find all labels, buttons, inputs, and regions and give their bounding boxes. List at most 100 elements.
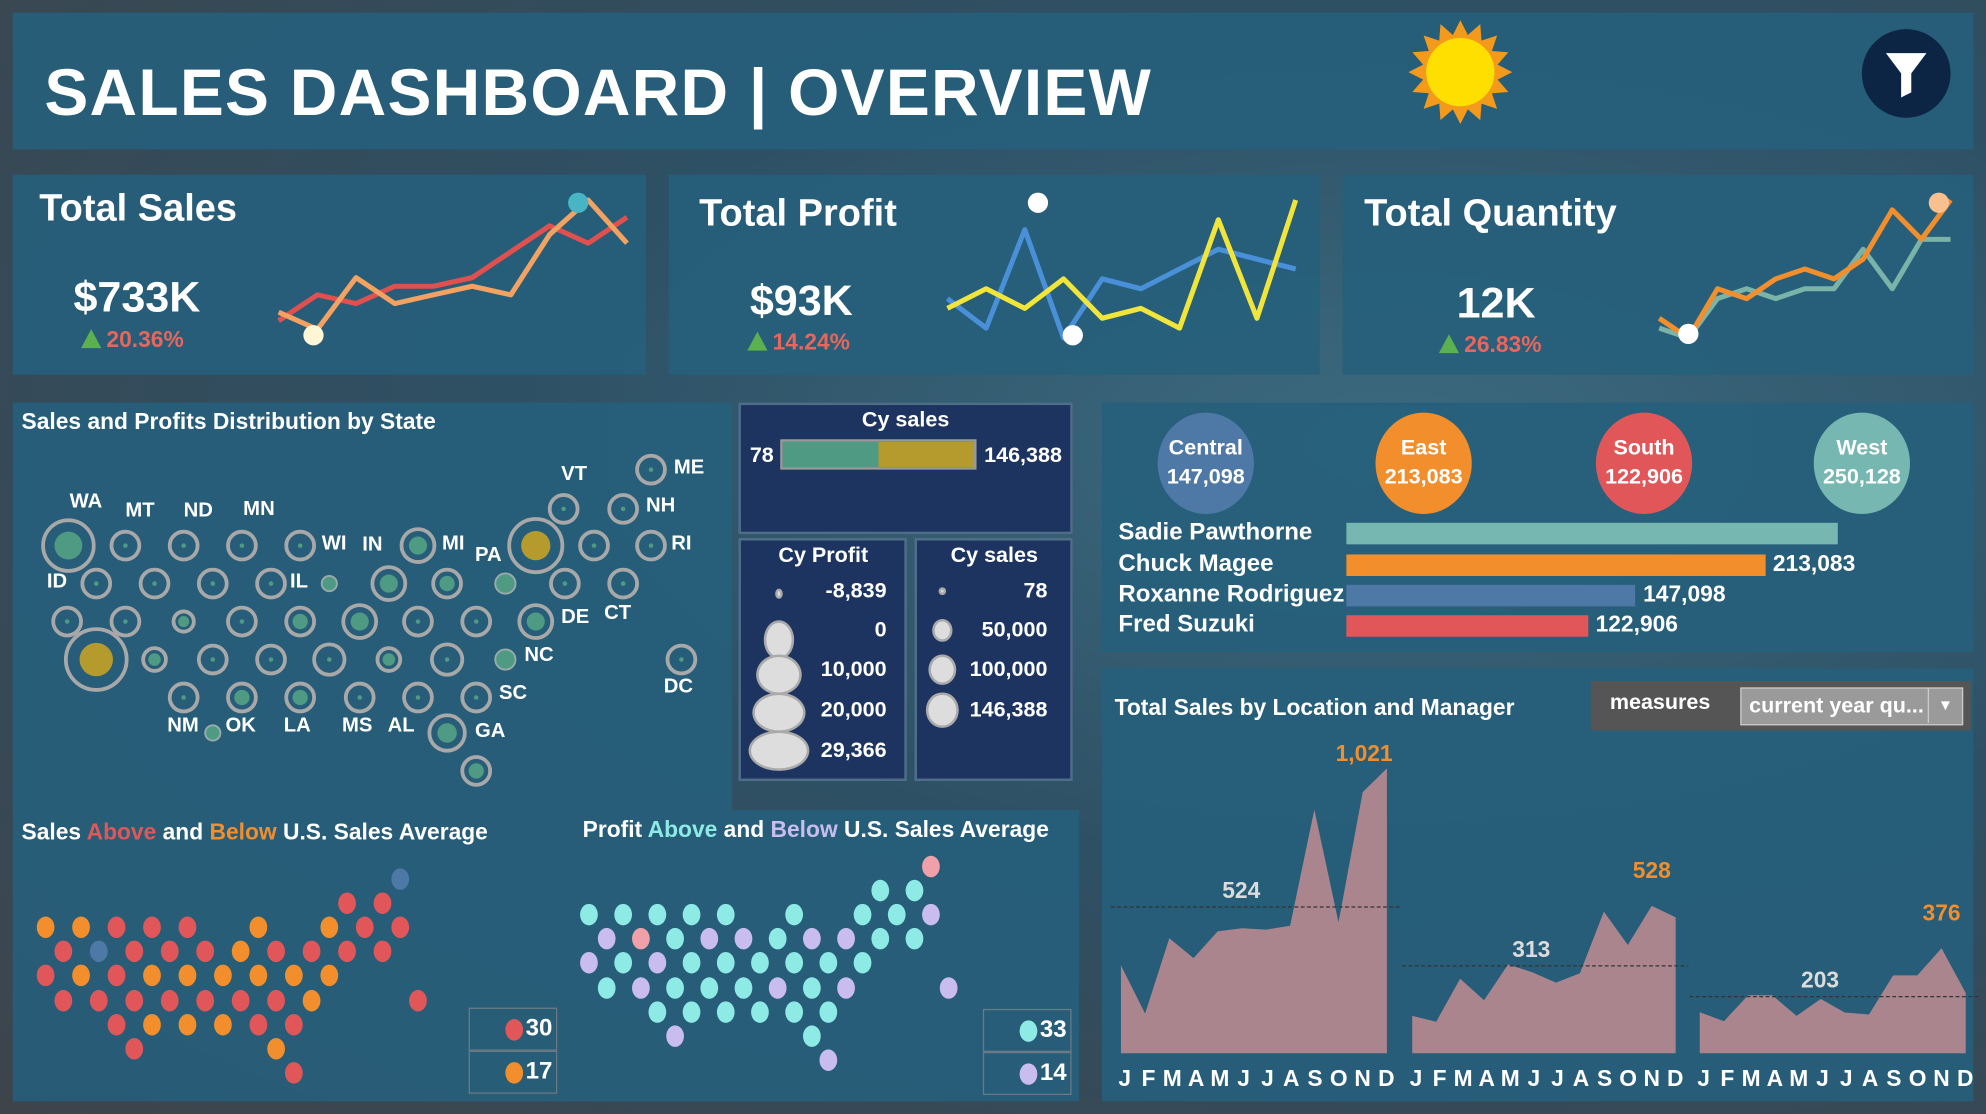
- state-dot[interactable]: [716, 952, 735, 974]
- state-dot[interactable]: [409, 989, 427, 1011]
- state-bubble[interactable]: [402, 605, 434, 638]
- state-dot[interactable]: [231, 940, 250, 963]
- state-dot[interactable]: [284, 1013, 303, 1036]
- state-dot[interactable]: [355, 916, 374, 938]
- state-dot[interactable]: [665, 976, 684, 999]
- state-dot[interactable]: [89, 989, 108, 1011]
- state-dot[interactable]: [716, 903, 735, 926]
- state-bubble[interactable]: [284, 529, 317, 562]
- state-dot[interactable]: [338, 892, 356, 914]
- state-bubble[interactable]: [226, 605, 258, 638]
- state-dot[interactable]: [682, 1000, 701, 1023]
- state-dot[interactable]: [284, 1062, 303, 1084]
- state-bubble[interactable]: [196, 643, 229, 676]
- state-bubble[interactable]: [431, 567, 463, 600]
- state-dot[interactable]: [196, 989, 215, 1011]
- state-dot[interactable]: [143, 1013, 161, 1036]
- state-dot[interactable]: [196, 940, 215, 963]
- state-bubble[interactable]: [402, 681, 434, 714]
- region-south[interactable]: South 122,906: [1595, 412, 1693, 514]
- state-dot[interactable]: [631, 928, 650, 950]
- state-dot[interactable]: [768, 928, 786, 950]
- state-bubble[interactable]: [427, 713, 467, 753]
- state-dot[interactable]: [614, 903, 633, 926]
- state-dot[interactable]: [178, 916, 197, 938]
- state-bubble[interactable]: [312, 642, 347, 677]
- state-dot[interactable]: [682, 903, 701, 926]
- state-dot[interactable]: [107, 1013, 126, 1036]
- region-east[interactable]: East 213,083: [1375, 412, 1472, 514]
- state-dot[interactable]: [320, 916, 339, 938]
- state-dot[interactable]: [802, 1025, 821, 1047]
- state-bubble[interactable]: [665, 643, 698, 676]
- state-dot[interactable]: [904, 928, 923, 950]
- state-bubble[interactable]: [547, 493, 580, 525]
- state-dot[interactable]: [648, 903, 667, 926]
- state-bubble[interactable]: [460, 755, 493, 787]
- state-dot[interactable]: [284, 964, 303, 987]
- state-dot[interactable]: [178, 1013, 197, 1036]
- state-dot[interactable]: [785, 1000, 804, 1023]
- state-dot[interactable]: [665, 928, 684, 950]
- state-bubble[interactable]: [196, 567, 229, 600]
- manager-bar[interactable]: [1346, 584, 1636, 607]
- state-bubble[interactable]: [578, 529, 610, 562]
- state-dot[interactable]: [665, 1025, 684, 1047]
- chevron-down-icon[interactable]: ▼: [1927, 688, 1962, 723]
- state-dot[interactable]: [267, 940, 285, 963]
- state-dot[interactable]: [125, 1037, 144, 1060]
- state-dot[interactable]: [597, 928, 615, 950]
- area-series[interactable]: [1699, 948, 1966, 1054]
- state-bubble[interactable]: [138, 567, 171, 600]
- state-dot[interactable]: [887, 903, 906, 926]
- state-dot[interactable]: [267, 1037, 285, 1060]
- area-series[interactable]: [1120, 768, 1387, 1054]
- state-dot[interactable]: [836, 928, 855, 950]
- state-dot[interactable]: [699, 976, 718, 999]
- state-dot[interactable]: [819, 1049, 838, 1072]
- state-dot[interactable]: [72, 964, 90, 987]
- state-bubble[interactable]: [370, 565, 408, 602]
- state-dot[interactable]: [751, 952, 769, 974]
- state-dot[interactable]: [54, 940, 73, 963]
- state-bubble[interactable]: [494, 648, 517, 671]
- region-west[interactable]: West 250,128: [1813, 412, 1911, 514]
- state-dot[interactable]: [699, 928, 718, 950]
- state-dot[interactable]: [160, 940, 179, 963]
- state-bubble[interactable]: [109, 605, 142, 638]
- state-dot[interactable]: [802, 976, 821, 999]
- state-dot[interactable]: [160, 989, 179, 1011]
- state-dot[interactable]: [785, 952, 804, 974]
- state-dot[interactable]: [580, 952, 598, 974]
- state-bubble[interactable]: [51, 605, 83, 638]
- state-bubble[interactable]: [517, 603, 555, 640]
- state-dot[interactable]: [143, 916, 161, 938]
- state-bubble[interactable]: [167, 529, 200, 562]
- state-bubble[interactable]: [109, 529, 142, 562]
- state-dot[interactable]: [870, 928, 889, 950]
- state-bubble[interactable]: [549, 567, 581, 600]
- state-dot[interactable]: [143, 964, 161, 987]
- state-bubble[interactable]: [320, 575, 338, 593]
- state-dot[interactable]: [249, 1013, 268, 1036]
- state-dot[interactable]: [631, 976, 650, 999]
- state-bubble[interactable]: [141, 646, 168, 673]
- state-bubble[interactable]: [460, 605, 493, 638]
- manager-bar[interactable]: [1346, 554, 1766, 576]
- state-bubble[interactable]: [494, 572, 517, 595]
- state-bubble[interactable]: [255, 643, 287, 676]
- state-dot[interactable]: [267, 989, 285, 1011]
- state-dot[interactable]: [836, 976, 855, 999]
- state-dot[interactable]: [214, 964, 232, 987]
- state-dot[interactable]: [107, 964, 126, 987]
- state-dot[interactable]: [768, 976, 786, 999]
- state-bubble[interactable]: [460, 681, 493, 714]
- state-dot[interactable]: [178, 964, 197, 987]
- state-bubble[interactable]: [375, 646, 403, 673]
- state-bubble[interactable]: [167, 681, 200, 714]
- state-dot[interactable]: [751, 1000, 769, 1023]
- state-dot[interactable]: [125, 989, 144, 1011]
- state-dot[interactable]: [36, 964, 55, 987]
- region-central[interactable]: Central 147,098: [1157, 412, 1254, 514]
- state-bubble[interactable]: [399, 527, 437, 564]
